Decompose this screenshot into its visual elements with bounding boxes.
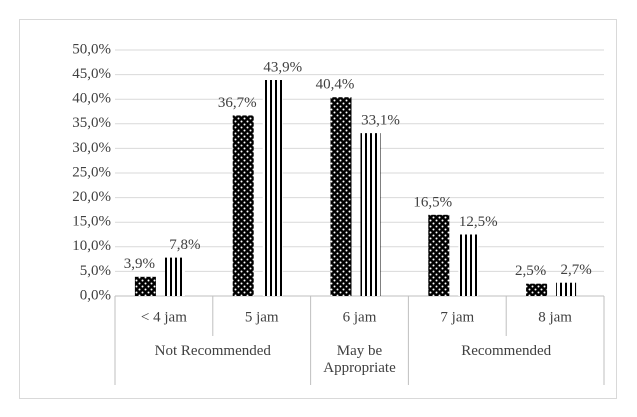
value-label: 16,5%	[413, 194, 452, 210]
y-tick-label: 35,0%	[72, 115, 111, 131]
y-tick-label: 0,0%	[80, 287, 111, 303]
group-label: Not Recommended	[154, 343, 271, 359]
y-tick-label: 40,0%	[72, 91, 111, 107]
y-tick-label: 15,0%	[72, 214, 111, 230]
x-tick-label: 6 jam	[343, 309, 377, 325]
x-tick-label: < 4 jam	[141, 309, 187, 325]
x-tick-label: 5 jam	[245, 309, 279, 325]
bar	[556, 282, 577, 296]
y-tick-label: 45,0%	[72, 66, 111, 82]
y-tick-label: 20,0%	[72, 189, 111, 205]
bar	[458, 234, 479, 296]
value-label: 2,5%	[515, 263, 546, 279]
y-tick-label: 50,0%	[72, 41, 111, 57]
group-label: May be Appropriate	[323, 343, 396, 376]
bar	[526, 283, 548, 296]
y-tick-label: 5,0%	[80, 263, 111, 279]
bar	[134, 276, 156, 296]
value-label: 7,8%	[169, 237, 200, 253]
y-tick-label: 30,0%	[72, 140, 111, 156]
value-label: 43,9%	[263, 59, 302, 75]
bar	[232, 115, 254, 296]
value-label: 36,7%	[218, 95, 257, 111]
value-label: 2,7%	[560, 262, 591, 278]
bar	[164, 257, 185, 296]
x-tick-label: 7 jam	[440, 309, 474, 325]
bar	[330, 97, 352, 297]
bar	[428, 214, 450, 296]
value-label: 33,1%	[361, 113, 400, 129]
bar	[360, 133, 381, 296]
chart-border	[19, 19, 617, 399]
x-tick-label: 8 jam	[538, 309, 572, 325]
group-label: Recommended	[461, 343, 552, 359]
y-tick-label: 10,0%	[72, 238, 111, 254]
value-label: 12,5%	[459, 214, 498, 230]
y-tick-label: 25,0%	[72, 164, 111, 180]
value-label: 3,9%	[124, 256, 155, 272]
bar	[262, 80, 283, 297]
value-label: 40,4%	[316, 77, 355, 93]
